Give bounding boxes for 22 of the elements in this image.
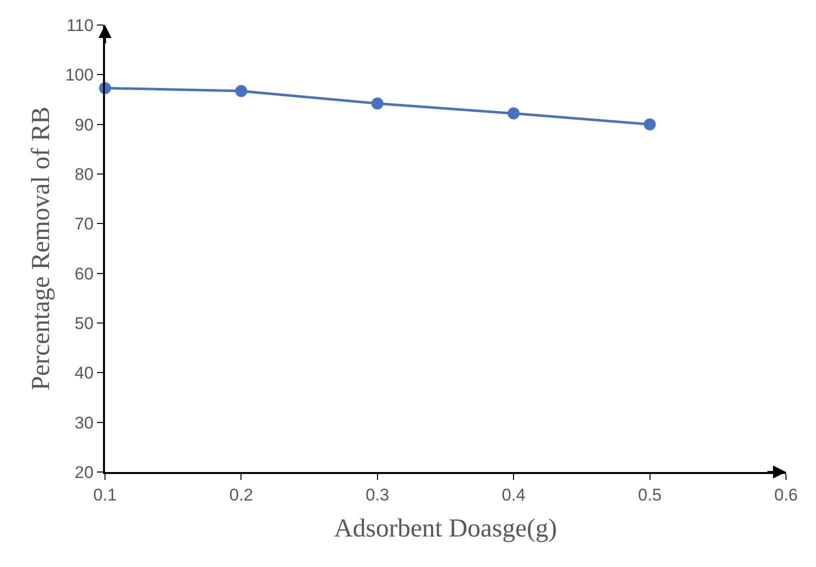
y-tick-label: 50 [74,314,94,333]
point [371,97,384,110]
y-tick-label: 60 [74,264,94,284]
point [644,118,656,130]
x-tick-label: 0.6 [774,485,798,504]
x-tick-label: 0.3 [366,485,390,504]
y-tick-label: 110 [66,16,94,35]
x-axis-title: Adsorbent Doasge(g) [334,514,558,543]
y-tick-label: 90 [74,115,94,134]
y-tick-label: 20 [74,462,94,482]
point [235,85,248,98]
y-tick-label: 100 [65,66,94,85]
y-axis-title: Percentage Removal of RB [26,106,56,390]
x-tick-label: 0.4 [502,485,526,504]
y-tick-label: 40 [74,364,94,383]
x-tick-label: 0.5 [638,485,662,504]
y-tick-label: 70 [74,214,94,234]
point [508,107,520,120]
x-tick-label: 0.2 [229,485,254,504]
y-tick-label: 80 [74,164,94,184]
y-tick-label: 30 [74,413,94,432]
x-tick-label: 0.1 [93,485,117,504]
